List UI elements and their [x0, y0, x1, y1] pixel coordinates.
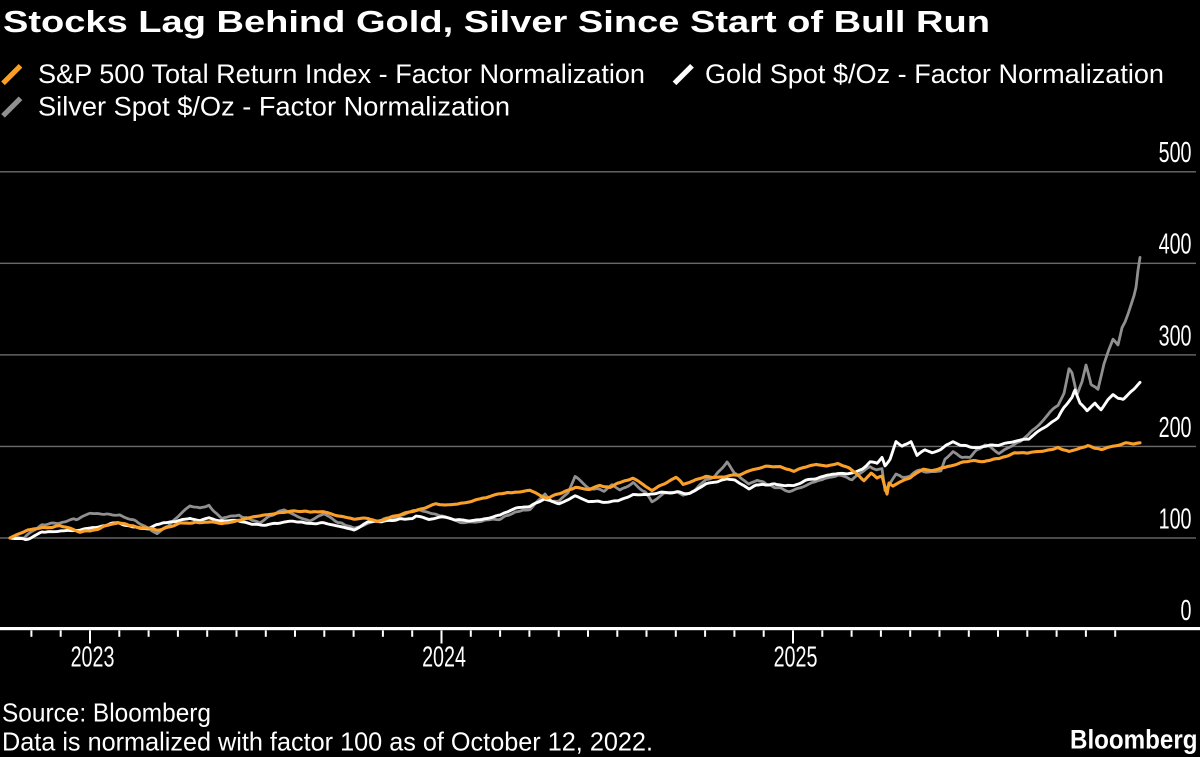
svg-text:Stocks Lag Behind Gold, Silver: Stocks Lag Behind Gold, Silver Since Sta…: [3, 4, 990, 39]
svg-text:500: 500: [1159, 138, 1192, 170]
svg-text:Gold Spot $/Oz - Factor Normal: Gold Spot $/Oz - Factor Normalization: [705, 59, 1164, 89]
svg-text:200: 200: [1159, 412, 1192, 444]
svg-text:400: 400: [1159, 229, 1192, 261]
svg-text:2023: 2023: [71, 642, 115, 674]
svg-text:300: 300: [1159, 321, 1192, 353]
svg-text:100: 100: [1159, 504, 1192, 536]
svg-text:2025: 2025: [774, 642, 818, 674]
svg-text:2024: 2024: [422, 642, 466, 674]
svg-text:Data is normalized with factor: Data is normalized with factor 100 as of…: [2, 726, 653, 756]
svg-text:S&P 500 Total Return Index - F: S&P 500 Total Return Index - Factor Norm…: [38, 59, 645, 89]
svg-text:Silver Spot $/Oz - Factor Norm: Silver Spot $/Oz - Factor Normalization: [38, 92, 510, 122]
svg-text:Source: Bloomberg: Source: Bloomberg: [2, 697, 211, 727]
svg-text:Bloomberg: Bloomberg: [1070, 725, 1198, 755]
svg-text:0: 0: [1181, 595, 1192, 627]
